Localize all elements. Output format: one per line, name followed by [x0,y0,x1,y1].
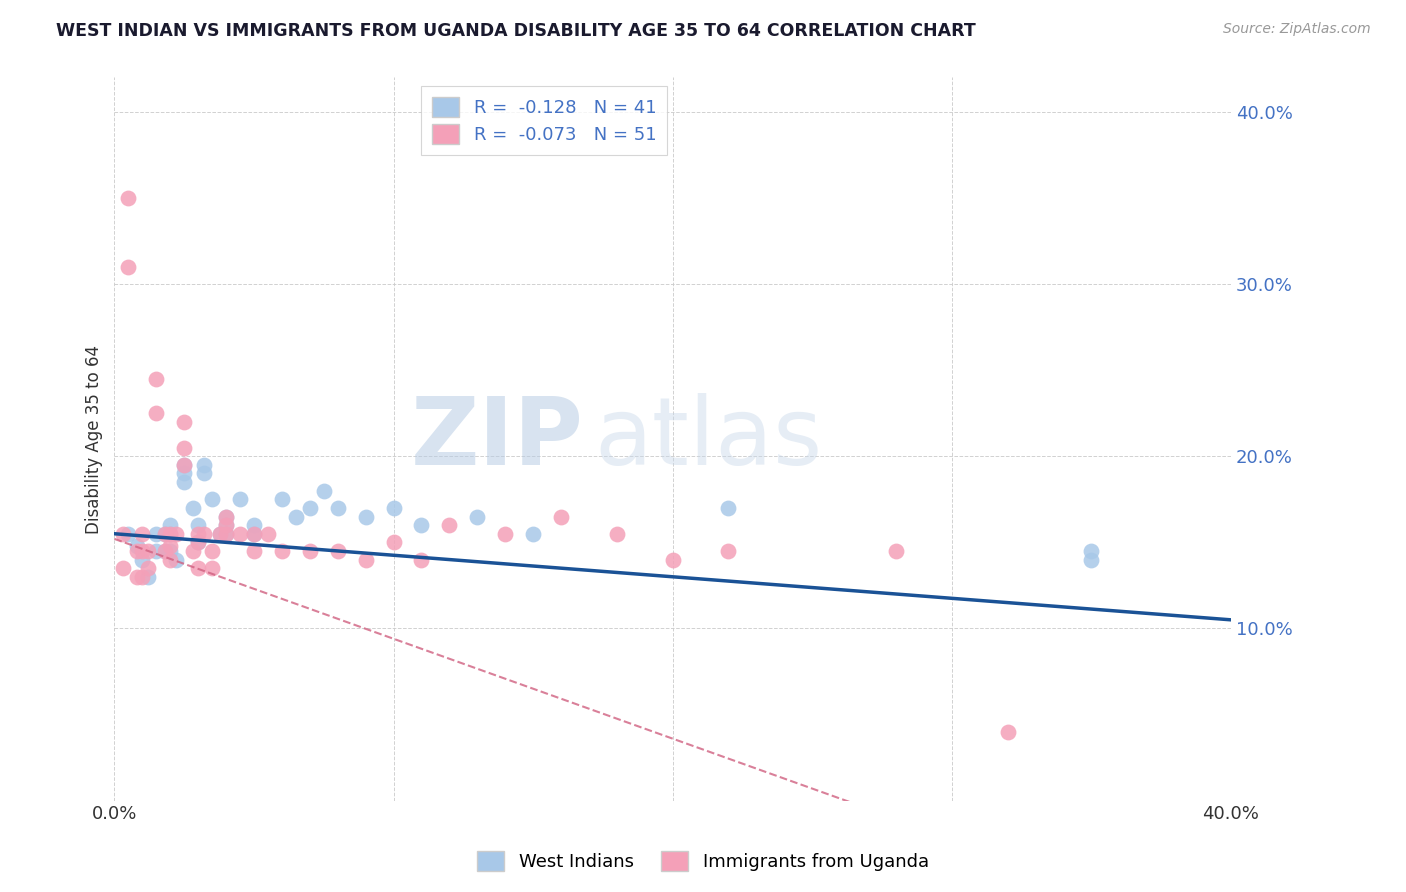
Point [145,372,167,386]
Point [165,526,187,541]
Point [153,526,176,541]
Point [354,552,377,566]
Point [111,561,134,575]
Point [201,561,224,575]
Point [606,526,628,541]
Point [298,500,321,515]
Point [411,552,433,566]
Point [229,492,252,507]
Point [284,509,307,524]
Point [1080,552,1102,566]
Point [136,544,159,558]
Point [117,191,139,205]
Point [270,492,292,507]
Point [173,441,195,455]
Point [136,570,159,584]
Point [494,526,516,541]
Point [201,544,224,558]
Point [1080,544,1102,558]
Point [257,526,280,541]
Y-axis label: Disability Age 35 to 64: Disability Age 35 to 64 [86,344,103,533]
Point [312,483,335,498]
Point [159,526,181,541]
Point [136,561,159,575]
Point [270,544,292,558]
Text: ZIP: ZIP [411,393,583,485]
Point [159,539,181,553]
Point [326,500,349,515]
Point [209,526,232,541]
Point [193,458,215,472]
Point [382,500,405,515]
Point [215,518,238,533]
Point [153,544,176,558]
Point [117,260,139,274]
Point [215,518,238,533]
Point [243,518,266,533]
Point [215,509,238,524]
Point [111,526,134,541]
Point [209,526,232,541]
Point [131,526,153,541]
Point [131,544,153,558]
Point [131,570,153,584]
Point [522,526,544,541]
Point [243,526,266,541]
Point [159,526,181,541]
Point [465,509,488,524]
Point [187,518,209,533]
Point [125,539,148,553]
Point [145,544,167,558]
Point [884,544,907,558]
Point [173,458,195,472]
Point [181,544,204,558]
Point [187,535,209,549]
Point [717,544,740,558]
Point [411,518,433,533]
Point [173,467,195,481]
Point [159,518,181,533]
Point [187,535,209,549]
Point [215,526,238,541]
Text: WEST INDIAN VS IMMIGRANTS FROM UGANDA DISABILITY AGE 35 TO 64 CORRELATION CHART: WEST INDIAN VS IMMIGRANTS FROM UGANDA DI… [56,22,976,40]
Point [382,535,405,549]
Point [298,544,321,558]
Point [354,509,377,524]
Point [229,526,252,541]
Point [215,526,238,541]
Point [661,552,683,566]
Point [717,500,740,515]
Text: atlas: atlas [595,393,823,485]
Point [550,509,572,524]
Point [173,458,195,472]
Point [131,552,153,566]
Point [145,526,167,541]
Point [215,509,238,524]
Point [153,544,176,558]
Point [439,518,461,533]
Point [125,570,148,584]
Point [125,544,148,558]
Point [117,526,139,541]
Point [165,552,187,566]
Legend: R =  -0.128   N = 41, R =  -0.073   N = 51: R = -0.128 N = 41, R = -0.073 N = 51 [422,87,668,155]
Point [997,724,1019,739]
Point [159,544,181,558]
Point [243,526,266,541]
Text: Source: ZipAtlas.com: Source: ZipAtlas.com [1223,22,1371,37]
Point [243,544,266,558]
Point [326,544,349,558]
Point [159,552,181,566]
Legend: West Indians, Immigrants from Uganda: West Indians, Immigrants from Uganda [470,844,936,879]
Point [187,526,209,541]
Point [187,561,209,575]
Point [193,526,215,541]
Point [201,492,224,507]
Point [193,467,215,481]
Point [145,406,167,420]
Point [153,526,176,541]
Point [173,475,195,489]
Point [181,500,204,515]
Point [173,415,195,429]
